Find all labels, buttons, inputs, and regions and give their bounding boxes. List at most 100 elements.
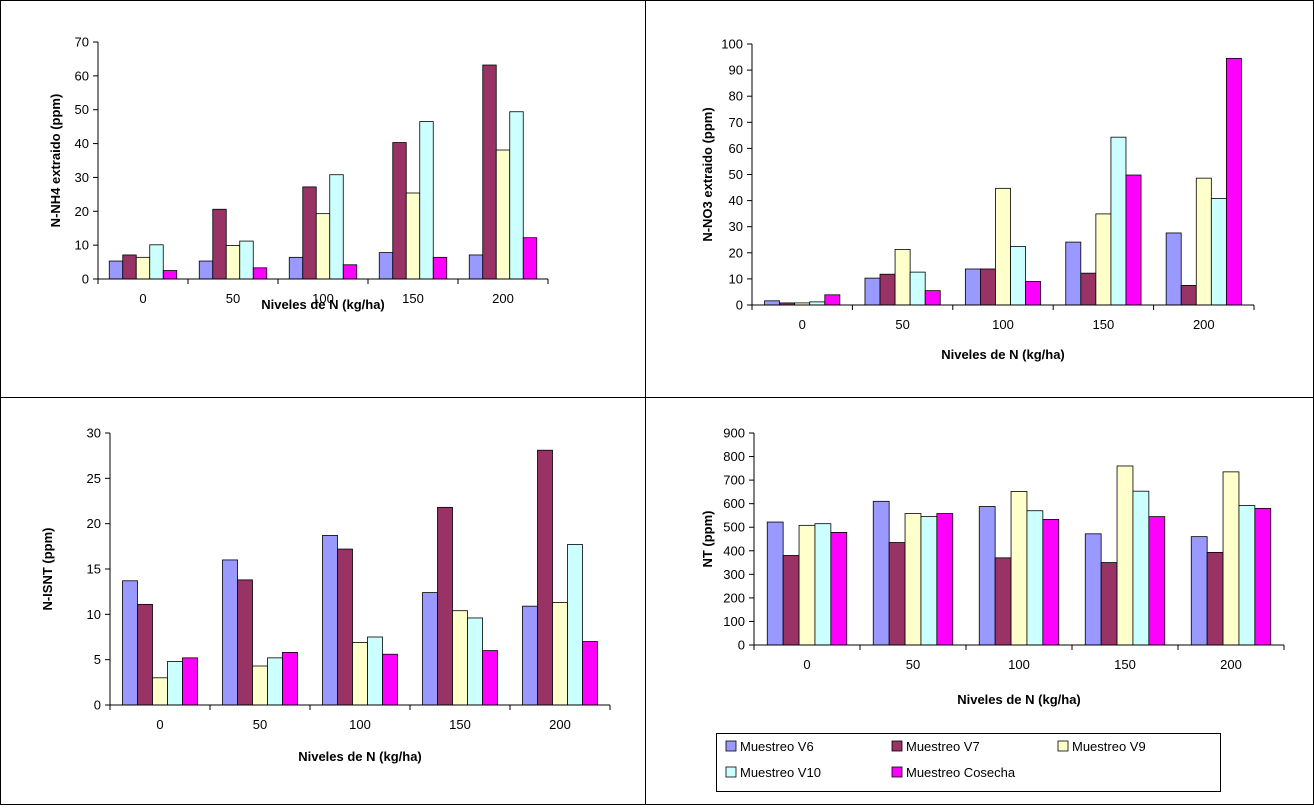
bar-muestreo-v7-0 — [122, 254, 137, 280]
bar-muestreo-v7-100 — [980, 268, 996, 306]
bar-muestreo-cosecha-50 — [252, 267, 268, 280]
y-tick-label: 50 — [729, 167, 743, 182]
bar-muestreo-v6-150 — [1065, 241, 1082, 306]
bar-muestreo-v6-50 — [872, 500, 890, 646]
bar-muestreo-v10-50 — [267, 657, 283, 706]
x-tick-label: 200 — [1193, 317, 1215, 332]
x-tick-label: 100 — [992, 317, 1014, 332]
bar-muestreo-v10-150 — [467, 617, 483, 706]
bar-muestreo-v6-0 — [108, 260, 124, 280]
bar-muestreo-v9-200 — [552, 602, 568, 706]
legend-box — [716, 733, 1221, 792]
bar-muestreo-cosecha-0 — [162, 270, 178, 280]
bar-muestreo-cosecha-200 — [582, 641, 598, 706]
y-tick-label: 10 — [729, 271, 743, 286]
y-tick-label: 70 — [75, 35, 89, 50]
bar-muestreo-v7-50 — [879, 273, 896, 306]
legend-swatch — [1057, 740, 1069, 752]
bar-muestreo-v10-150 — [1110, 136, 1127, 306]
bar-muestreo-cosecha-50 — [282, 652, 298, 706]
bar-muestreo-v9-0 — [798, 524, 816, 646]
bar-muestreo-cosecha-50 — [924, 290, 941, 306]
chart-panel-isnt: 0 5 10 15 20 25 30 0 50 100 150 200 Niveles de N (kg… — [40, 426, 611, 764]
bar-muestreo-cosecha-150 — [482, 650, 498, 706]
y-tick-label: 900 — [723, 426, 745, 441]
bar-muestreo-v6-50 — [198, 260, 214, 280]
bar-muestreo-v7-100 — [302, 186, 317, 280]
bar-muestreo-v9-150 — [405, 192, 421, 280]
bar-muestreo-v9-50 — [225, 245, 241, 280]
bar-muestreo-v6-100 — [964, 268, 981, 306]
legend-label: Muestreo V10 — [740, 765, 821, 780]
y-tick-label: 70 — [729, 115, 743, 130]
legend-swatch — [891, 740, 903, 752]
x-tick-label: 200 — [1220, 657, 1242, 672]
y-tick-label: 10 — [87, 607, 101, 622]
bar-muestreo-v6-0 — [122, 580, 138, 706]
bar-muestreo-v10-100 — [1026, 510, 1044, 646]
y-tick-label: 700 — [723, 473, 745, 488]
bar-muestreo-v7-200 — [482, 64, 497, 280]
bar-muestreo-v9-100 — [1010, 491, 1028, 646]
y-tick-label: 50 — [75, 102, 89, 117]
bar-muestreo-v10-50 — [909, 271, 926, 306]
bar-muestreo-v7-50 — [212, 208, 227, 280]
bar-muestreo-v7-0 — [137, 603, 153, 706]
legend-swatch — [725, 766, 737, 778]
x-tick-label: 200 — [492, 291, 514, 306]
bar-muestreo-v9-150 — [1116, 465, 1134, 646]
bar-muestreo-v6-200 — [522, 605, 538, 706]
bar-muestreo-v10-50 — [920, 516, 938, 646]
bar-muestreo-v10-200 — [1238, 505, 1256, 646]
bar-muestreo-v9-50 — [894, 249, 911, 306]
x-tick-label: 150 — [402, 291, 424, 306]
x-axis-label: Niveles de N (kg/ha) — [957, 692, 1081, 707]
bar-muestreo-v6-100 — [288, 256, 304, 280]
bar-muestreo-cosecha-200 — [1254, 507, 1272, 646]
bar-muestreo-cosecha-100 — [342, 264, 358, 280]
x-tick-label: 100 — [312, 291, 334, 306]
y-tick-label: 80 — [729, 89, 743, 104]
y-tick-label: 200 — [723, 590, 745, 605]
y-tick-label: 0 — [738, 638, 745, 653]
bar-muestreo-v6-50 — [864, 277, 881, 306]
bar-muestreo-v9-150 — [1095, 213, 1112, 306]
y-tick-label: 15 — [87, 562, 101, 577]
bar-muestreo-v7-150 — [1080, 272, 1097, 306]
bar-muestreo-v10-100 — [367, 636, 383, 706]
bar-muestreo-cosecha-150 — [1148, 516, 1166, 646]
y-tick-label: 20 — [75, 204, 89, 219]
bar-muestreo-v10-0 — [814, 523, 832, 646]
bar-muestreo-v9-0 — [152, 677, 168, 706]
x-axis-label: Niveles de N (kg/ha) — [298, 749, 422, 764]
y-tick-label: 40 — [75, 136, 89, 151]
chart-panel-no3: 0 10 20 30 40 50 60 70 80 90 100 0 50 100 150 200 Nivele… — [700, 37, 1255, 362]
x-axis-label: Niveles de N (kg/ha) — [261, 297, 385, 312]
bar-muestreo-cosecha-200 — [522, 237, 538, 280]
legend-label: Muestreo V9 — [1072, 739, 1146, 754]
bar-muestreo-v6-150 — [378, 252, 394, 280]
x-tick-label: 0 — [156, 717, 163, 732]
y-axis-label: N-NH4 extraido (ppm) — [48, 94, 63, 228]
legend: Muestreo V6 Muestreo V7 Muestreo V9 Muestre… — [716, 733, 1221, 792]
y-axis-label: N-NO3 extraido (ppm) — [700, 107, 715, 241]
x-tick-label: 0 — [803, 657, 810, 672]
bar-muestreo-v7-200 — [1206, 552, 1224, 646]
y-tick-label: 500 — [723, 520, 745, 535]
y-axis-label: NT (ppm) — [700, 510, 715, 567]
bar-muestreo-v9-50 — [904, 513, 922, 646]
bar-muestreo-v10-200 — [567, 544, 583, 706]
bar-muestreo-v10-200 — [1210, 198, 1227, 306]
x-tick-label: 150 — [449, 717, 471, 732]
bar-muestreo-v7-50 — [888, 542, 906, 646]
y-tick-label: 10 — [75, 238, 89, 253]
x-tick-label: 100 — [1008, 657, 1030, 672]
y-tick-label: 100 — [723, 614, 745, 629]
x-tick-label: 50 — [895, 317, 909, 332]
x-tick-label: 50 — [226, 291, 240, 306]
bar-muestreo-v6-50 — [222, 559, 238, 706]
bar-muestreo-v10-100 — [329, 174, 344, 280]
legend-swatch — [725, 740, 737, 752]
